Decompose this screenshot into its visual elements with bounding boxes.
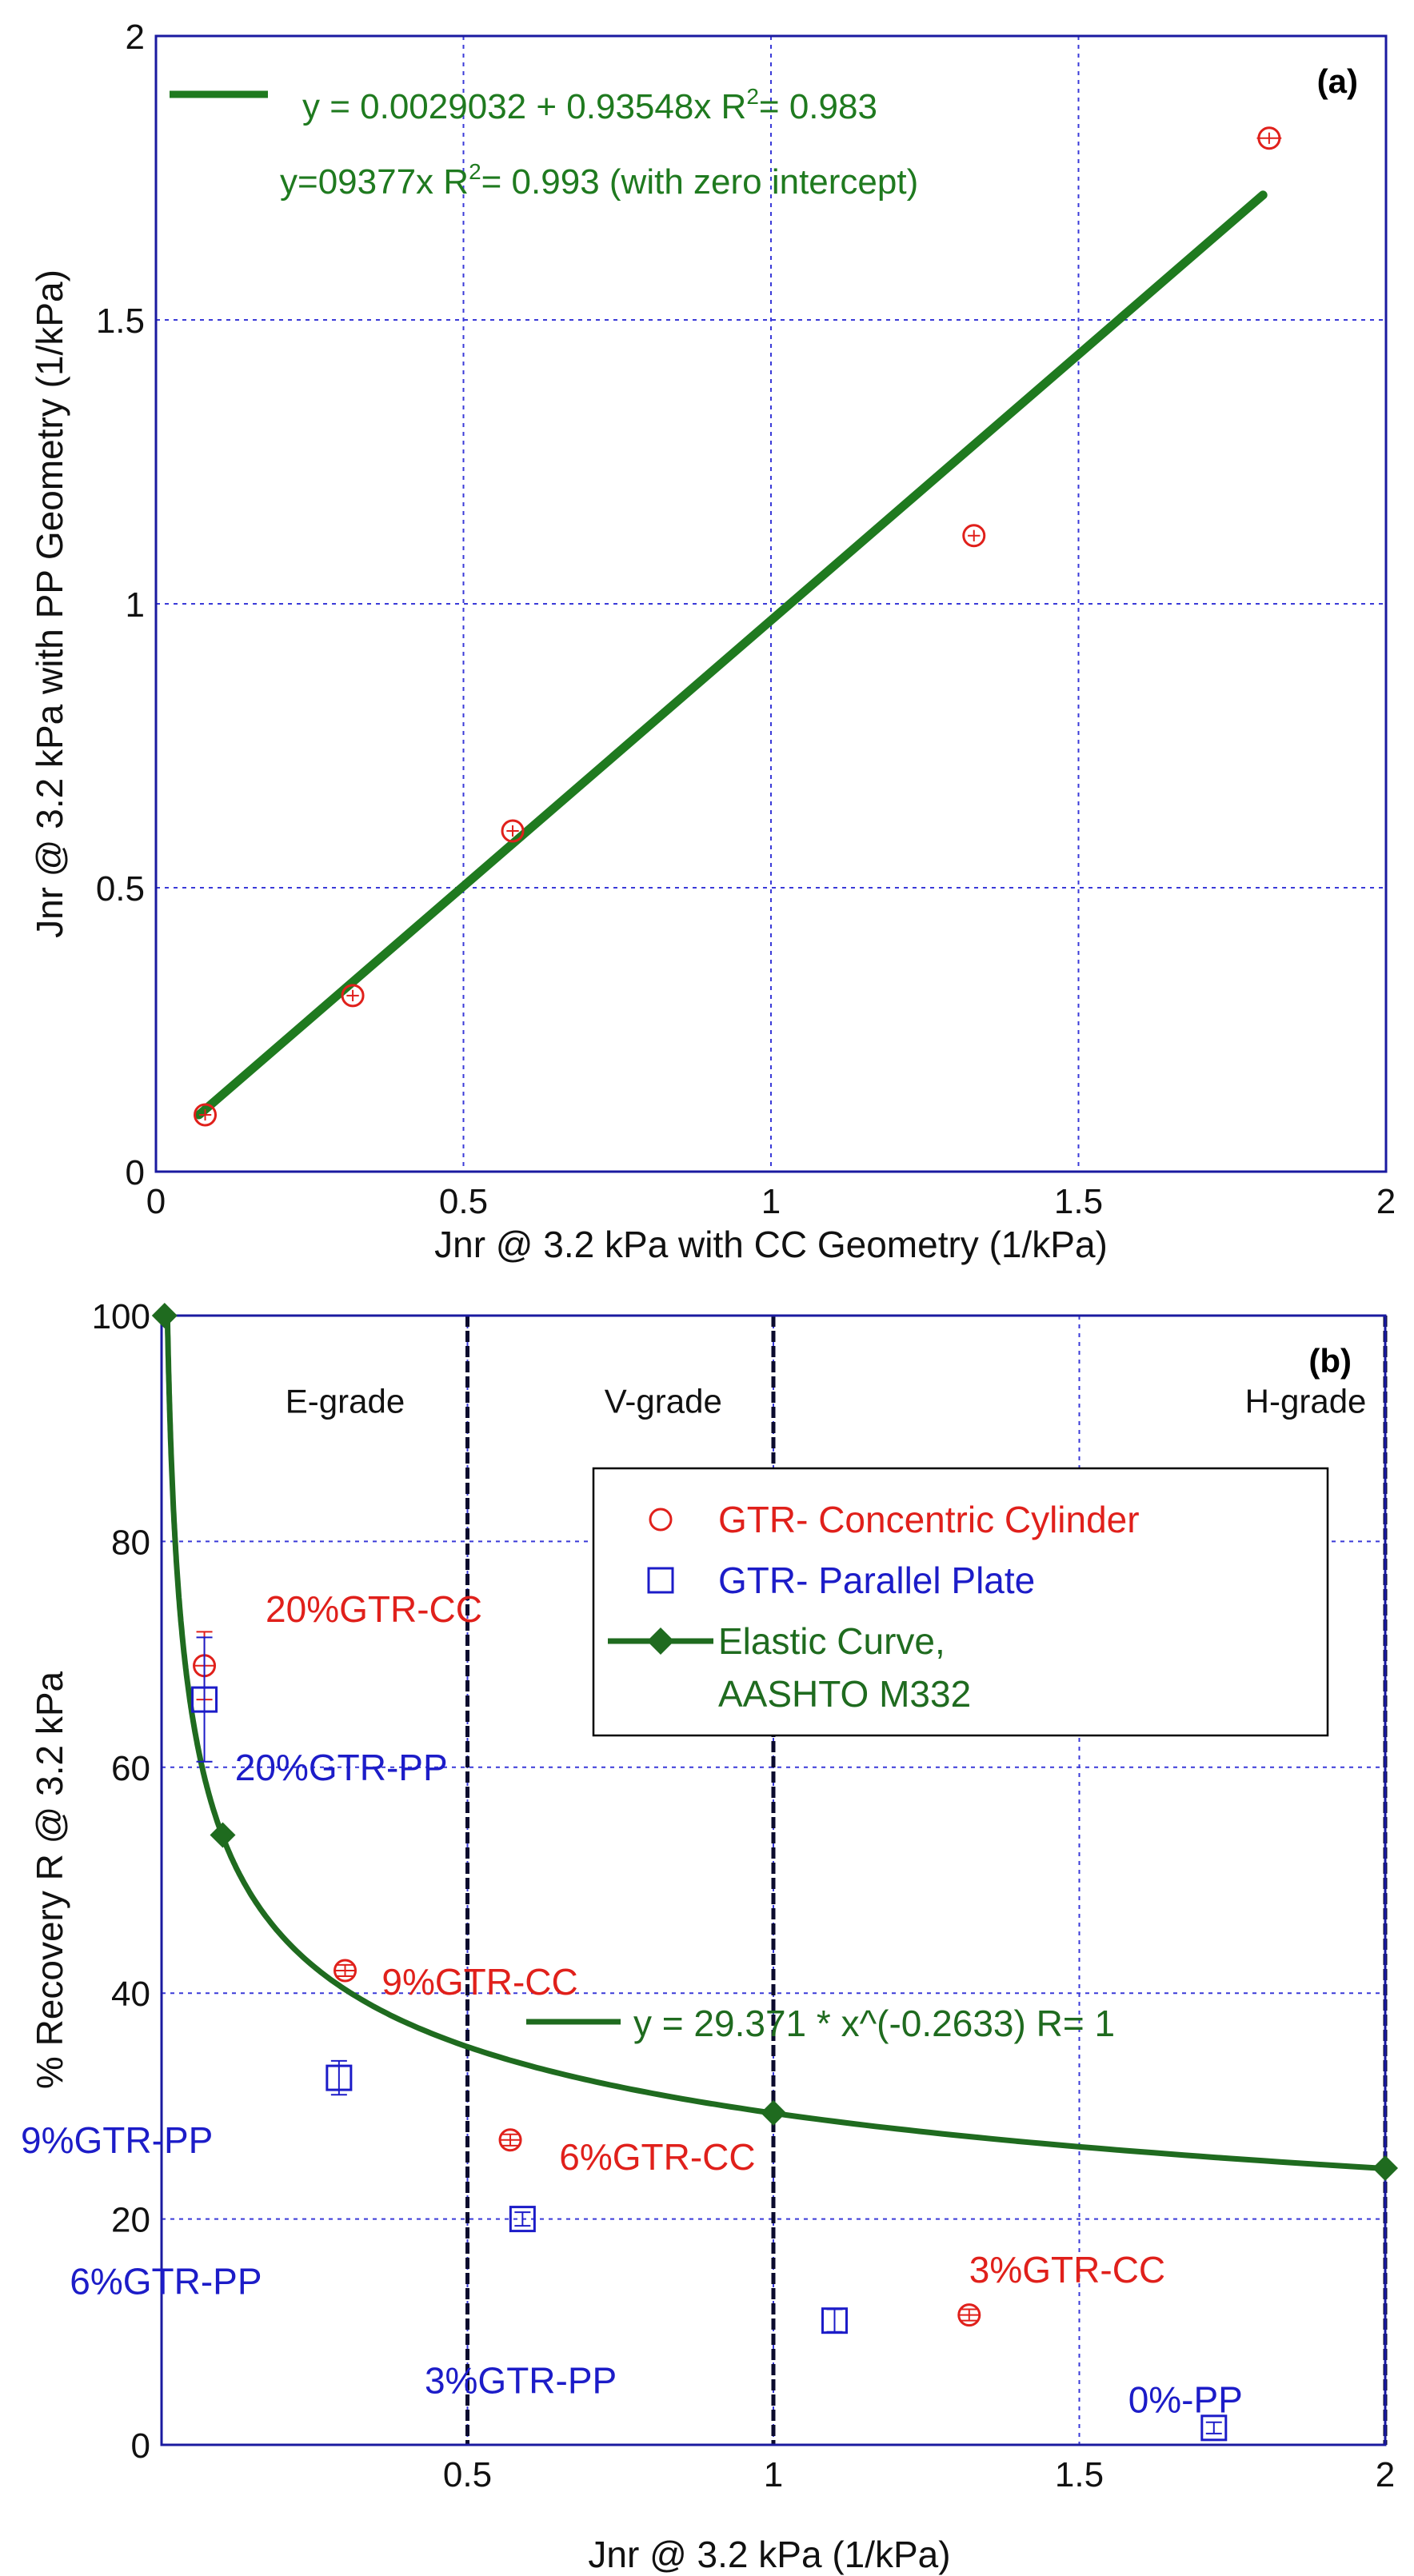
y-tick-label: 20: [111, 2201, 150, 2240]
panel-b-grade-labels: E-grade V-grade H-grade: [286, 1382, 1367, 1420]
panel-b-plot-frame: [160, 1314, 1387, 2446]
pp-data-point: [1200, 2414, 1228, 2442]
circle-marker: [334, 1959, 357, 1983]
legend-elastic-label-line2: AASHTO M332: [718, 1673, 971, 1715]
circle-marker: [341, 984, 365, 1008]
circle-marker: [194, 1103, 218, 1127]
circle-marker: [498, 2128, 522, 2152]
panel-b-data-points: [191, 1631, 1228, 2442]
cc-point-label: 20%GTR-CC: [266, 1588, 482, 1630]
panel-a-label: (a): [1317, 62, 1358, 100]
panel-b-x-tick-labels: 0.5 1 1.5 2: [443, 2455, 1395, 2494]
x-tick-label: 0.5: [443, 2455, 492, 2494]
panel-b-legend-box: [592, 1467, 1329, 1737]
panel-a-x-tick-labels: 0 0.5 1 1.5 2: [146, 1182, 1396, 1221]
panel-b-y-axis-label: % Recovery R @ 3.2 kPa: [29, 1671, 70, 2089]
cc-point-label: 9%GTR-CC: [381, 1961, 577, 2003]
panel-b-y-tick-labels: 0 20 40 60 80 100: [92, 1297, 150, 2466]
diamond-marker: [210, 1822, 236, 1848]
panel-b-point-labels: 20%GTR-CC 9%GTR-CC 6%GTR-CC 3%GTR-CC 20%GTR-…: [21, 1588, 1243, 2420]
square-marker: [821, 2307, 848, 2334]
x-tick-label: 0.5: [439, 1182, 488, 1221]
pp-point-label: 3%GTR-PP: [425, 2360, 617, 2402]
x-tick-label: 1: [761, 1182, 781, 1221]
x-tick-label: 1: [764, 2455, 783, 2494]
pp-data-point: [326, 2059, 353, 2096]
pp-point-label: 6%GTR-PP: [70, 2260, 262, 2302]
data-point: [194, 1103, 218, 1127]
legend-cc-label: GTR- Concentric Cylinder: [718, 1499, 1140, 1540]
y-tick-label: 100: [92, 1297, 150, 1336]
x-tick-label: 1.5: [1055, 2455, 1104, 2494]
panel-b-elastic-curve: [164, 1312, 1386, 2171]
y-tick-label: 60: [111, 1749, 150, 1788]
pp-data-point: [821, 2307, 848, 2334]
panel-a-plot-frame: [154, 34, 1388, 1173]
y-tick-label: 40: [111, 1975, 150, 2014]
circle-marker: [962, 524, 986, 548]
circle-marker: [501, 819, 525, 843]
pp-point-label: 9%GTR-PP: [21, 2119, 213, 2161]
square-marker: [326, 2064, 353, 2091]
grade-label: V-grade: [605, 1382, 722, 1420]
square-marker: [191, 1686, 218, 1713]
pp-data-point: [509, 2206, 536, 2233]
panel-b-x-axis-label: Jnr @ 3.2 kPa (1/kPa): [588, 2534, 950, 2575]
y-tick-label: 1: [126, 585, 145, 625]
cc-data-point: [498, 2128, 522, 2152]
panel-a-data-points: [194, 126, 1282, 1127]
panel-b-curve-equation: y = 29.371 * x^(-0.2633) R= 1: [633, 2003, 1115, 2044]
data-point: [1256, 126, 1282, 150]
panel-a-zero-intercept-note: y=09377x R2= 0.993 (with zero intercept): [280, 159, 918, 202]
legend-elastic-label: Elastic Curve,: [718, 1620, 945, 1662]
panel-a-y-tick-labels: 0 0.5 1 1.5 2: [96, 18, 145, 1192]
panel-b-scatter-chart: 0.5 1 1.5 2 0 20 40 60 80 100 E-grade V-grade H-gr…: [21, 1297, 1398, 2575]
square-marker: [509, 2206, 536, 2233]
diamond-marker: [151, 1303, 178, 1328]
panel-b-label: (b): [1308, 1342, 1352, 1380]
x-tick-label: 2: [1376, 2455, 1395, 2494]
cc-data-point: [957, 2303, 981, 2327]
panel-a-fit-line: [194, 190, 1268, 1120]
cc-point-label: 6%GTR-CC: [559, 2136, 755, 2178]
diamond-marker: [1372, 2155, 1398, 2182]
legend-diamond-marker-icon: [647, 1627, 674, 1655]
grade-label: E-grade: [286, 1382, 405, 1420]
y-tick-label: 2: [126, 18, 145, 57]
y-tick-label: 0.5: [96, 869, 145, 909]
y-tick-label: 80: [111, 1523, 150, 1562]
y-tick-label: 0: [131, 2426, 150, 2466]
cc-data-point: [334, 1959, 357, 1983]
x-tick-label: 1.5: [1054, 1182, 1103, 1221]
cc-point-label: 3%GTR-CC: [969, 2249, 1165, 2290]
legend-square-marker-icon: [647, 1567, 674, 1594]
grade-label: H-grade: [1245, 1382, 1367, 1420]
y-tick-label: 1.5: [96, 302, 145, 341]
square-marker: [1200, 2414, 1228, 2442]
pp-data-point: [191, 1636, 218, 1763]
panel-b-elastic-curve-markers: [151, 1303, 1398, 2182]
y-tick-label: 0: [126, 1153, 145, 1192]
pp-point-label: 20%GTR-PP: [235, 1747, 448, 1788]
data-point: [341, 984, 365, 1008]
panel-a-regression-equation: y = 0.0029032 + 0.93548x R2= 0.983: [302, 84, 877, 126]
data-point: [501, 819, 525, 843]
x-tick-label: 0: [146, 1182, 166, 1221]
data-point: [962, 524, 986, 548]
panel-a-scatter-chart: 0 0.5 1 1.5 2 0 0.5 1 1.5 2 y = 0.0029032 + 0.93…: [29, 18, 1396, 1265]
pp-point-label: 0%-PP: [1128, 2379, 1243, 2421]
diamond-marker: [761, 2099, 786, 2126]
panel-a-y-axis-label: Jnr @ 3.2 kPa with PP Geometry (1/kPa): [29, 270, 70, 938]
legend-pp-label: GTR- Parallel Plate: [718, 1560, 1035, 1601]
panel-b-legend: GTR- Concentric Cylinder GTR- Parallel P…: [592, 1467, 1329, 1737]
circle-marker: [957, 2303, 981, 2327]
legend-circle-marker-icon: [649, 1508, 673, 1532]
panel-a-x-axis-label: Jnr @ 3.2 kPa with CC Geometry (1/kPa): [434, 1224, 1108, 1265]
circle-marker: [1257, 126, 1281, 150]
x-tick-label: 2: [1376, 1182, 1396, 1221]
panel-a-grid: [156, 36, 1386, 1172]
